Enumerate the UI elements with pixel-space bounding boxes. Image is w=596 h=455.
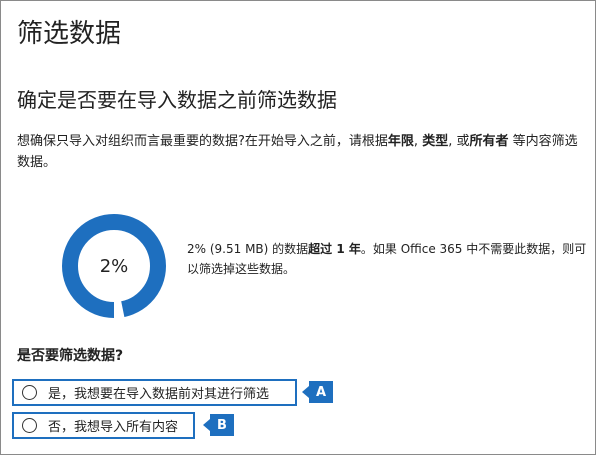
description-bold-owner: 所有者 — [469, 134, 509, 149]
option-filter-no[interactable]: 否，我想导入所有内容 — [12, 412, 195, 439]
option-label: 是，我想要在导入数据前对其进行筛选 — [48, 387, 270, 402]
summary-pre: 2% (9.51 MB) 的数据 — [187, 242, 309, 256]
description-text: 想确保只导入对组织而言最重要的数据?在开始导入之前，请根据年限, 类型, 或所有… — [17, 131, 587, 173]
radio-button[interactable] — [22, 418, 37, 433]
donut-percent-label: 2% — [99, 255, 129, 277]
data-summary-text: 2% (9.51 MB) 的数据超过 1 年。如果 Office 365 中不需… — [187, 239, 587, 279]
description-pre: 想确保只导入对组织而言最重要的数据?在开始导入之前，请根据 — [17, 134, 388, 149]
description-bold-type: 类型 — [422, 134, 449, 149]
page-subtitle: 确定是否要在导入数据之前筛选数据 — [17, 88, 337, 112]
description-post: 等内容筛选数据。 — [17, 134, 578, 170]
filter-question: 是否要筛选数据? — [17, 348, 124, 364]
option-label: 否，我想导入所有内容 — [48, 420, 179, 435]
donut-slice — [113, 300, 125, 318]
description-bold-age: 年限 — [387, 134, 414, 149]
description-sep1: , — [413, 134, 423, 149]
callout-badge-b: B — [203, 414, 234, 436]
callout-badge-a: A — [302, 381, 333, 403]
radio-button[interactable] — [22, 385, 37, 400]
summary-bold-age: 超过 1 年 — [308, 242, 361, 256]
summary-post: 。如果 Office 365 中不需要此数据，则可以筛选掉这些数据。 — [187, 242, 587, 276]
description-sep2: , 或 — [448, 134, 470, 149]
option-filter-yes[interactable]: 是，我想要在导入数据前对其进行筛选 — [12, 379, 297, 406]
percent-donut-chart — [62, 214, 166, 318]
page-title: 筛选数据 — [17, 19, 122, 49]
